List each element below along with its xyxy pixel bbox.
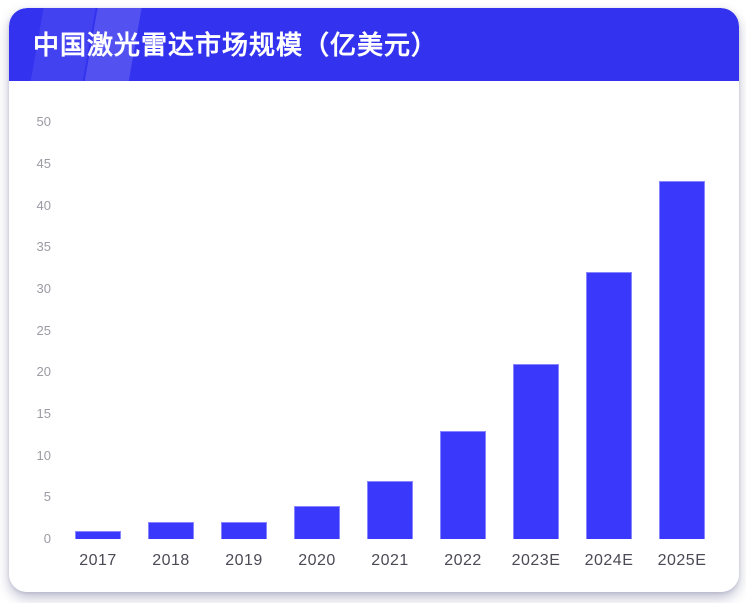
x-axis-tick-label: 2022: [444, 552, 482, 569]
bar-2018: [148, 522, 194, 539]
x-axis-tick-label: 2023E: [511, 552, 561, 569]
y-axis-tick-label: 45: [36, 156, 51, 171]
y-axis-tick-label: 0: [43, 531, 51, 546]
y-axis-tick-label: 50: [36, 114, 51, 130]
x-axis-tick-label: 2021: [371, 552, 409, 569]
bar-2025E: [659, 181, 705, 539]
bar-chart-plot-area: 0 5 10 15 20 25 30 35 40 45 50 2017 2018 2019 2020 2021…: [9, 81, 739, 592]
chart-header: 中国激光雷达市场规模（亿美元）: [9, 8, 739, 81]
bar-2024E: [586, 272, 632, 539]
bar-2021: [367, 481, 413, 539]
bar-2023E: [513, 364, 559, 539]
bar-2020: [294, 506, 340, 539]
x-axis-tick-label: 2018: [152, 552, 190, 569]
bar-2022: [440, 431, 486, 539]
y-axis-tick-label: 40: [36, 197, 51, 213]
bar-2019: [221, 522, 267, 539]
x-axis-tick-label: 2020: [298, 552, 336, 569]
chart-title: 中国激光雷达市场规模（亿美元）: [33, 29, 439, 60]
y-axis-tick-label: 10: [36, 447, 51, 463]
y-axis-tick-label: 25: [36, 322, 51, 338]
y-axis-tick-label: 20: [36, 364, 51, 380]
x-axis-tick-label: 2024E: [584, 552, 634, 569]
y-axis-tick-label: 15: [36, 406, 51, 421]
x-axis-tick-label: 2019: [225, 552, 263, 569]
y-axis-tick-label: 5: [43, 489, 51, 505]
y-axis-tick-label: 35: [36, 239, 51, 255]
bar-2017: [75, 531, 121, 539]
x-axis-tick-label: 2025E: [657, 552, 707, 569]
x-axis-tick-label: 2017: [79, 552, 117, 569]
y-axis-tick-label: 30: [36, 281, 51, 296]
chart-card: 中国激光雷达市场规模（亿美元） 0 5 10 15 20 25 30 35 40 45 50 2017…: [9, 8, 739, 592]
